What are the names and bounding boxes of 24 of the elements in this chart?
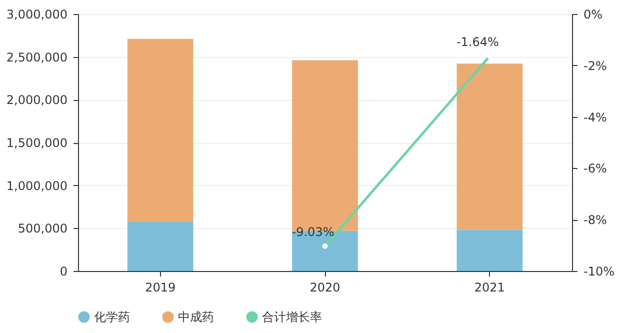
bar <box>127 38 194 222</box>
y2-tick-label: -6% <box>584 162 607 176</box>
y-tick-label: 500,000 <box>18 222 68 236</box>
y2-tick-label: -4% <box>584 110 607 124</box>
y-tick-label: 2,000,000 <box>6 93 68 108</box>
legend-label: 化学药 <box>94 310 130 324</box>
y2-tick-label: -8% <box>584 213 607 228</box>
x-tick-label: 2020 <box>310 280 340 294</box>
bar <box>127 221 194 271</box>
bar <box>456 64 523 230</box>
y-tick-label: 1,000,000 <box>6 178 68 193</box>
y-tick-label: 0 <box>60 264 68 278</box>
legend-label: 中成药 <box>178 310 214 324</box>
x-tick-label: 2019 <box>145 280 176 294</box>
y2-tick-label: -10% <box>584 264 615 278</box>
y2-tick-label: 0% <box>584 8 603 22</box>
legend-label: 合计增长率 <box>262 310 322 324</box>
y-tick-label: 1,500,000 <box>6 136 68 150</box>
data-label: -1.64% <box>456 35 499 50</box>
y-tick-label: 3,000,000 <box>6 8 68 22</box>
y2-tick-label: -2% <box>584 58 607 73</box>
bar <box>456 230 523 271</box>
y-tick-label: 2,500,000 <box>6 50 68 64</box>
x-tick-label: 2021 <box>474 280 505 294</box>
